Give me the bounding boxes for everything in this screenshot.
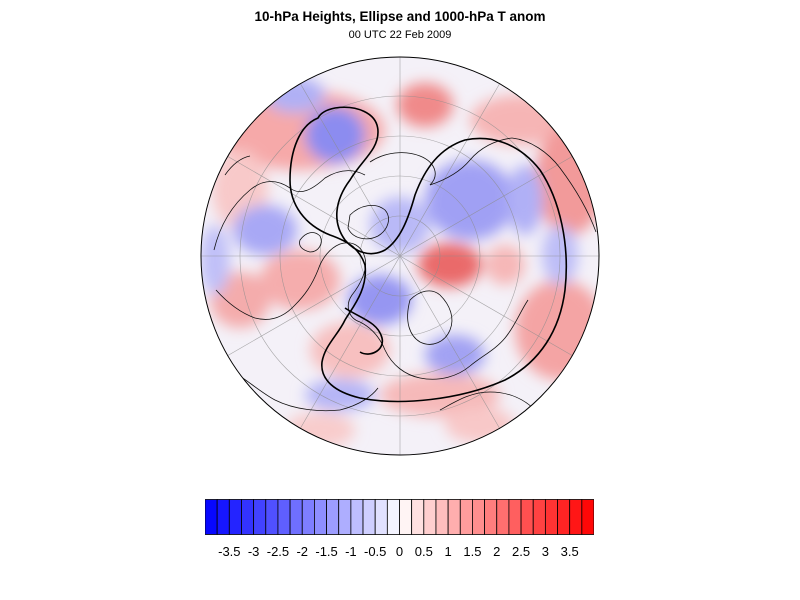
colorbar-box bbox=[472, 499, 486, 535]
colorbar-box bbox=[520, 499, 534, 535]
colorbar-box bbox=[253, 499, 267, 535]
colorbar-tick-label: -1 bbox=[345, 544, 357, 559]
colorbar-tick-label: -1.5 bbox=[315, 544, 338, 559]
colorbar-tick-label: 1 bbox=[444, 544, 452, 559]
colorbar-tick-label: -3.5 bbox=[218, 544, 241, 559]
colorbar-box bbox=[277, 499, 291, 535]
colorbar-box bbox=[289, 499, 303, 535]
colorbar-tick-label: -0.5 bbox=[363, 544, 387, 559]
colorbar-tick-label: -2 bbox=[296, 544, 309, 559]
colorbar-box bbox=[544, 499, 558, 535]
colorbar-tick-label: -2.5 bbox=[266, 544, 290, 559]
colorbar-box bbox=[423, 499, 437, 535]
colorbar-box bbox=[532, 499, 546, 535]
colorbar-box bbox=[216, 499, 230, 535]
colorbar-box bbox=[205, 499, 218, 535]
colorbar-tick-label: 2 bbox=[493, 544, 501, 559]
colorbar-box bbox=[557, 499, 571, 535]
colorbar-box bbox=[374, 499, 388, 535]
colorbar-labels: -3.5 -3 -2.5 -2 -1.5 -1 -0.5 0 0.5 1 1.5 2 2.5 3 3.5 bbox=[0, 544, 800, 564]
colorbar-box bbox=[228, 499, 242, 535]
chart-subtitle: 00 UTC 22 Feb 2009 bbox=[348, 29, 452, 41]
colorbar-box bbox=[569, 499, 583, 535]
colorbar-box bbox=[484, 499, 498, 535]
colorbar-box bbox=[350, 499, 364, 535]
colorbar-box bbox=[241, 499, 255, 535]
colorbar-tick-label: 1.5 bbox=[463, 544, 482, 559]
colorbar-box bbox=[386, 499, 400, 535]
height-contours bbox=[289, 106, 568, 403]
colorbar-box bbox=[447, 499, 461, 535]
colorbar-box bbox=[326, 499, 340, 535]
colorbar-box bbox=[265, 499, 279, 535]
colorbar-box bbox=[301, 499, 315, 535]
colorbar-box bbox=[314, 499, 327, 535]
colorbar-box bbox=[362, 499, 376, 535]
colorbar-box bbox=[581, 499, 594, 535]
ellipse-contour bbox=[289, 106, 568, 403]
colorbar-tick-label: 3.5 bbox=[560, 544, 579, 559]
colorbar-tick-label: 3 bbox=[541, 544, 549, 559]
colorbar bbox=[205, 499, 594, 535]
map-boundary bbox=[200, 56, 600, 456]
colorbar-tick-label: 0.5 bbox=[414, 544, 433, 559]
colorbar-box bbox=[496, 499, 510, 535]
colorbar-tick-label: 0 bbox=[395, 544, 404, 559]
colorbar-box bbox=[508, 499, 522, 535]
colorbar-box bbox=[399, 499, 413, 535]
colorbar-box bbox=[435, 499, 449, 535]
colorbar-tick-label: -3 bbox=[247, 544, 260, 559]
colorbar-box bbox=[338, 499, 352, 535]
colorbar-box bbox=[411, 499, 425, 535]
chart-title: 10-hPa Heights, Ellipse and 1000-hPa T a… bbox=[254, 9, 546, 24]
colorbar-tick-label: 2.5 bbox=[512, 544, 531, 559]
colorbar-box bbox=[459, 499, 473, 535]
